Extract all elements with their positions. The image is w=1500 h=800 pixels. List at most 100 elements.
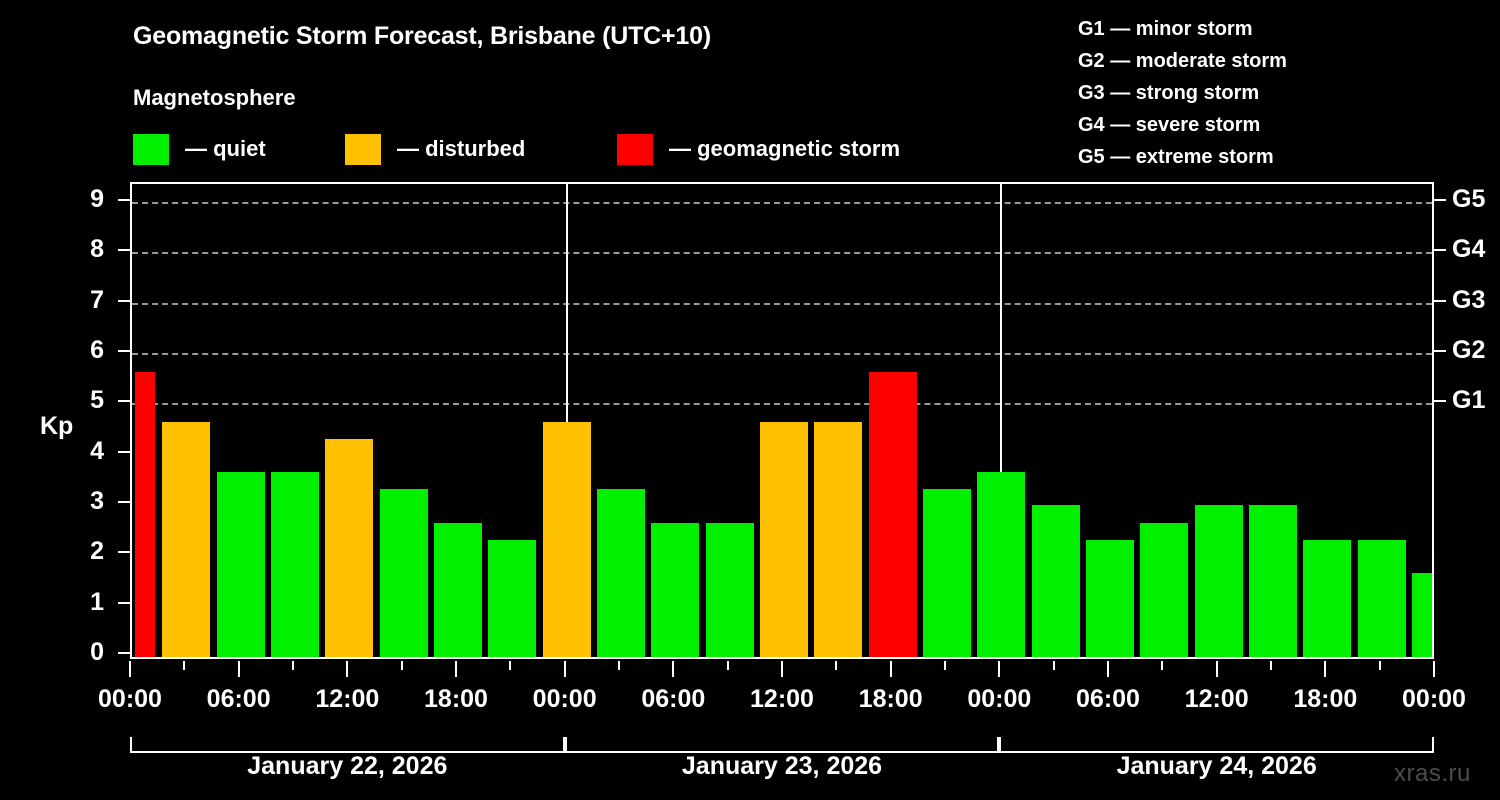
g-tick-mark: [1434, 299, 1446, 302]
x-tick-major: [1215, 661, 1218, 677]
g-tick-label: G1: [1452, 386, 1486, 415]
g-scale-line-3: G3 — strong storm: [1078, 82, 1260, 104]
x-tick-label: 00:00: [1402, 685, 1466, 713]
x-tick-major: [563, 661, 566, 677]
bar-kp: [759, 421, 809, 657]
y-tick-mark: [118, 299, 130, 302]
y-tick-label: 8: [90, 235, 104, 264]
bar-kp: [542, 421, 591, 657]
x-tick-major: [672, 661, 675, 677]
date-bracket: [130, 737, 565, 753]
y-tick-mark: [118, 199, 130, 201]
y-tick-mark: [118, 551, 130, 554]
day-separator-2: [1000, 184, 1003, 657]
y-tick-mark: [118, 601, 130, 604]
gridline-kp-8: [132, 252, 1432, 255]
x-tick-label: 06:00: [641, 685, 706, 713]
bar-kp: [1248, 504, 1298, 657]
bar-kp: [705, 522, 754, 657]
x-tick-minor: [509, 661, 512, 670]
bar-kp: [651, 522, 700, 657]
g-scale-line-5: G5 — extreme storm: [1078, 146, 1274, 168]
x-tick-minor: [944, 661, 946, 670]
bar-kp: [1303, 539, 1352, 657]
g-tick-mark: [1434, 249, 1446, 252]
bar-kp: [325, 439, 374, 657]
g-scale-line-4: G4 — severe storm: [1078, 114, 1261, 136]
date-bracket: [564, 737, 1000, 753]
bar-kp: [488, 539, 537, 657]
x-tick-major: [455, 661, 457, 677]
x-tick-major: [1107, 661, 1109, 677]
bar-kp: [135, 371, 156, 657]
bar-kp: [270, 472, 320, 657]
gridline-kp-7: [132, 302, 1432, 305]
bar-kp: [379, 489, 428, 657]
y-tick-mark: [118, 249, 130, 252]
bar-kp: [1411, 572, 1432, 657]
g-scale-line-1: G1 — minor storm: [1078, 18, 1253, 40]
x-tick-label: 12:00: [1184, 685, 1249, 713]
legend-item-0: — quiet: [133, 133, 266, 165]
g-tick-label: G2: [1452, 336, 1486, 364]
bar-kp: [596, 489, 646, 657]
legend-item-2: — geomagnetic storm: [617, 133, 900, 165]
g-tick-mark: [1434, 350, 1446, 352]
y-tick-mark: [118, 652, 130, 654]
x-tick-minor: [835, 661, 838, 670]
g-scale-line-2: G2 — moderate storm: [1078, 50, 1287, 72]
bar-kp: [1031, 504, 1080, 657]
y-tick-mark: [118, 501, 130, 503]
bar-kp: [1140, 522, 1189, 657]
x-tick-minor: [183, 661, 186, 670]
y-axis-title: Kp: [40, 412, 74, 440]
y-tick-label: 9: [90, 185, 104, 213]
x-tick-major: [237, 661, 240, 677]
y-tick-label: 5: [90, 386, 104, 415]
x-tick-major: [998, 661, 1001, 677]
red-swatch: [617, 133, 653, 165]
x-tick-minor: [618, 661, 620, 670]
x-tick-major: [346, 661, 349, 677]
x-tick-major: [129, 661, 131, 677]
chart-subtitle: Magnetosphere: [133, 85, 296, 110]
y-tick-label: 3: [90, 487, 104, 515]
bar-kp: [814, 421, 863, 657]
legend-item-1: — disturbed: [345, 133, 525, 165]
x-tick-label: 18:00: [424, 685, 488, 713]
y-tick-label: 6: [90, 336, 104, 364]
y-tick-mark: [118, 400, 130, 403]
bar-kp: [1194, 504, 1243, 657]
x-tick-minor: [726, 661, 729, 670]
bar-kp: [433, 522, 483, 657]
y-tick-label: 2: [90, 537, 104, 566]
y-tick-label: 7: [90, 285, 104, 314]
green-swatch: [133, 133, 169, 165]
date-label: January 23, 2026: [681, 752, 883, 780]
date-label: January 24, 2026: [1116, 752, 1317, 780]
date-bracket: [999, 737, 1434, 753]
x-tick-label: 12:00: [750, 685, 814, 713]
x-tick-minor: [1270, 661, 1272, 670]
page-title: Geomagnetic Storm Forecast, Brisbane (UT…: [133, 22, 711, 50]
x-tick-label: 12:00: [315, 685, 380, 713]
bar-kp: [868, 371, 917, 657]
y-tick-mark: [118, 450, 130, 453]
bar-kp: [977, 472, 1026, 657]
y-tick-mark: [118, 350, 130, 352]
y-tick-label: 1: [90, 587, 104, 616]
g-tick-mark: [1434, 400, 1446, 403]
orange-swatch: [345, 133, 381, 165]
bar-kp: [922, 489, 972, 657]
g-tick-label: G3: [1452, 285, 1486, 314]
x-tick-label: 06:00: [1076, 685, 1140, 713]
legend-item-label: — geomagnetic storm: [669, 136, 901, 161]
y-tick-label: 0: [90, 638, 104, 666]
gridline-kp-6: [132, 353, 1432, 355]
x-tick-minor: [292, 661, 294, 670]
x-tick-label: 06:00: [206, 685, 271, 713]
x-tick-label: 18:00: [858, 685, 923, 713]
plot-inner: [132, 184, 1432, 657]
x-tick-label: 00:00: [967, 685, 1032, 713]
